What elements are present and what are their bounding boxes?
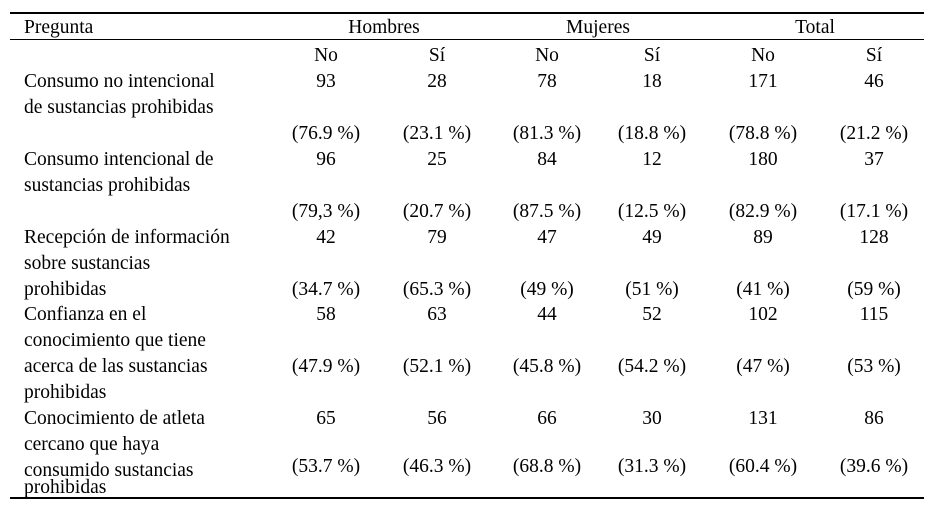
row-4-question-line-1: Confianza en el — [24, 304, 147, 325]
row-3-count-hombres-si: 79 — [427, 227, 447, 248]
subheader-hombres-si: Sí — [428, 45, 446, 66]
row-3-count-mujeres-si: 49 — [642, 227, 662, 248]
row-4-percent-hombres-no: (47.9 %) — [291, 356, 361, 377]
row-2-percent-mujeres-si: (12.5 %) — [617, 201, 687, 222]
row-5-count-total-si: 86 — [864, 408, 884, 429]
subheader-hombres-no: No — [314, 45, 338, 66]
row-5-percent-hombres-no: (53.7 %) — [291, 456, 361, 477]
row-3-question-line-2: sobre sustancias — [24, 253, 151, 274]
row-1-percent-total-no: (78.8 %) — [728, 123, 798, 144]
subheader-total-no: No — [751, 45, 775, 66]
row-4-percent-mujeres-si: (54.2 %) — [617, 356, 687, 377]
row-5-percent-hombres-si: (46.3 %) — [402, 456, 472, 477]
row-5-percent-total-no: (60.4 %) — [728, 456, 798, 477]
subheader-mujeres-no: No — [535, 45, 559, 66]
top-rule — [10, 12, 924, 14]
row-4-percent-total-si: (53 %) — [847, 356, 901, 377]
row-1-count-total-si: 46 — [864, 71, 884, 92]
header-question: Pregunta — [24, 17, 94, 38]
row-4-percent-total-no: (47 %) — [736, 356, 790, 377]
row-2-percent-hombres-no: (79,3 %) — [291, 201, 361, 222]
row-3-percent-total-si: (59 %) — [847, 279, 901, 300]
row-3-count-mujeres-no: 47 — [537, 227, 557, 248]
row-1-count-mujeres-no: 78 — [537, 71, 557, 92]
row-3-question-line-1: Recepción de información — [24, 227, 230, 248]
row-3-percent-hombres-no: (34.7 %) — [291, 279, 361, 300]
row-5-count-total-no: 131 — [748, 408, 778, 429]
row-1-percent-mujeres-no: (81.3 %) — [512, 123, 582, 144]
row-3-percent-total-no: (41 %) — [736, 279, 790, 300]
row-5-percent-mujeres-no: (68.8 %) — [512, 456, 582, 477]
row-2-count-hombres-no: 96 — [316, 149, 336, 170]
row-4-count-mujeres-no: 44 — [537, 304, 557, 325]
row-5-count-hombres-no: 65 — [316, 408, 336, 429]
row-5-question-line-3: consumido sustancias — [24, 460, 194, 481]
row-1-count-total-no: 171 — [748, 71, 778, 92]
row-1-count-hombres-si: 28 — [427, 71, 447, 92]
row-2-count-mujeres-no: 84 — [537, 149, 557, 170]
header-rule — [10, 39, 924, 40]
row-5-count-hombres-si: 56 — [427, 408, 447, 429]
row-2-percent-hombres-si: (20.7 %) — [402, 201, 472, 222]
row-3-count-total-si: 128 — [859, 227, 889, 248]
row-1-count-hombres-no: 93 — [316, 71, 336, 92]
row-2-question-line-1: Consumo intencional de — [24, 149, 214, 170]
row-4-count-total-no: 102 — [748, 304, 778, 325]
row-2-question-line-2: sustancias prohibidas — [24, 175, 191, 196]
row-5-percent-total-si: (39.6 %) — [839, 456, 909, 477]
header-group-total: Total — [795, 17, 835, 38]
row-4-question-line-3: acerca de las sustancias — [24, 356, 208, 377]
row-4-count-hombres-si: 63 — [427, 304, 447, 325]
row-2-count-total-si: 37 — [864, 149, 884, 170]
row-1-question-line-1: Consumo no intencional — [24, 71, 215, 92]
bottom-rule — [10, 497, 924, 499]
row-4-count-total-si: 115 — [859, 304, 889, 325]
row-5-question-line-4: prohibidas — [24, 477, 107, 498]
header-group-hombres: Hombres — [348, 17, 420, 38]
row-2-count-hombres-si: 25 — [427, 149, 447, 170]
row-4-question-line-4: prohibidas — [24, 382, 107, 403]
row-1-percent-hombres-no: (76.9 %) — [291, 123, 361, 144]
row-3-percent-mujeres-no: (49 %) — [520, 279, 574, 300]
row-5-question-line-2: cercano que haya — [24, 434, 160, 455]
row-4-question-line-2: conocimiento que tiene — [24, 330, 206, 351]
row-1-percent-total-si: (21.2 %) — [839, 123, 909, 144]
header-group-mujeres: Mujeres — [566, 17, 630, 38]
row-5-count-mujeres-no: 66 — [537, 408, 557, 429]
row-3-percent-hombres-si: (65.3 %) — [402, 279, 472, 300]
subheader-mujeres-si: Sí — [643, 45, 661, 66]
row-2-count-mujeres-si: 12 — [642, 149, 662, 170]
row-3-count-hombres-no: 42 — [316, 227, 336, 248]
row-1-question-line-2: de sustancias prohibidas — [24, 97, 214, 118]
row-4-percent-hombres-si: (52.1 %) — [402, 356, 472, 377]
row-1-count-mujeres-si: 18 — [642, 71, 662, 92]
row-2-percent-mujeres-no: (87.5 %) — [512, 201, 582, 222]
subheader-total-si: Sí — [865, 45, 883, 66]
row-2-percent-total-no: (82.9 %) — [728, 201, 798, 222]
row-2-percent-total-si: (17.1 %) — [839, 201, 909, 222]
row-2-count-total-no: 180 — [748, 149, 778, 170]
row-3-count-total-no: 89 — [753, 227, 773, 248]
row-4-count-hombres-no: 58 — [316, 304, 336, 325]
row-1-percent-hombres-si: (23.1 %) — [402, 123, 472, 144]
row-1-percent-mujeres-si: (18.8 %) — [617, 123, 687, 144]
row-3-percent-mujeres-si: (51 %) — [625, 279, 679, 300]
row-3-question-line-3: prohibidas — [24, 279, 107, 300]
row-5-count-mujeres-si: 30 — [642, 408, 662, 429]
row-5-question-line-1: Conocimiento de atleta — [24, 408, 205, 429]
row-5-percent-mujeres-si: (31.3 %) — [617, 456, 687, 477]
row-4-count-mujeres-si: 52 — [642, 304, 662, 325]
row-4-percent-mujeres-no: (45.8 %) — [512, 356, 582, 377]
